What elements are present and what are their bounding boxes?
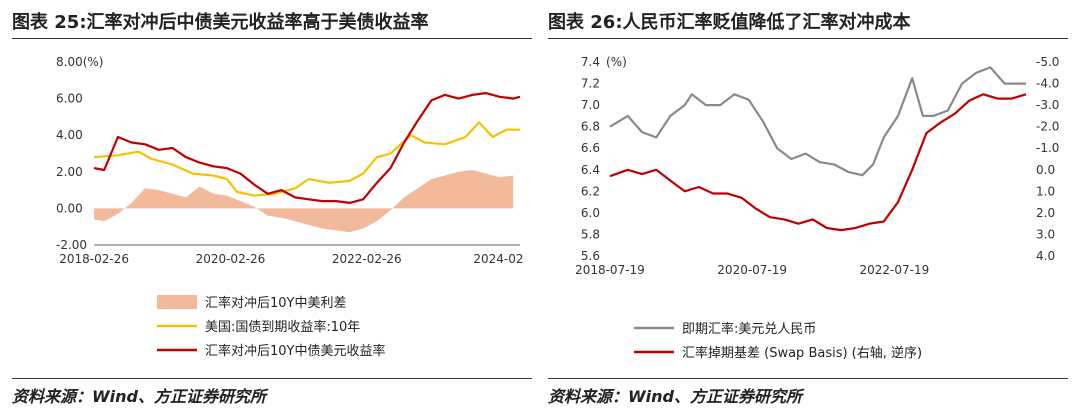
x-tick-label-1: 2020-02-26 — [196, 252, 266, 266]
y-tick-label-3: 4.00 — [56, 128, 83, 142]
x-tick-label-0: 2018-07-19 — [575, 263, 645, 277]
y2-tick-label-0: 4.0 — [1036, 249, 1055, 263]
x-tick-label-0: 2018-02-26 — [59, 252, 129, 266]
y-tick-label-2: 2.00 — [56, 165, 83, 179]
y-tick-label-0: -2.00 — [56, 238, 87, 252]
x-tick-label-2: 2022-02-26 — [332, 252, 402, 266]
left-legend-label-0: 汇率对冲后10Y中美利差 — [205, 295, 346, 311]
y-tick-label-7: 7.0 — [581, 98, 600, 112]
y-tick-label-1: 0.00 — [56, 201, 83, 215]
title-rule-right — [548, 38, 1068, 39]
source-left: 资料来源：Wind、方正证券研究所 — [12, 387, 266, 406]
x-tick-label-3: 2024-02 — [473, 252, 523, 266]
title-rule-left — [12, 38, 532, 39]
left-legend-swatch-0 — [157, 295, 197, 309]
y-tick-label-8: 7.2 — [581, 77, 600, 91]
y2-tick-label-7: -3.0 — [1036, 98, 1059, 112]
x-tick-label-2: 2022-07-19 — [860, 263, 930, 277]
y2-tick-label-1: 3.0 — [1036, 227, 1055, 241]
series-line-spot-fx — [609, 66, 1026, 177]
y-tick-label-3: 6.2 — [581, 184, 600, 198]
y2-tick-label-6: -2.0 — [1036, 120, 1059, 134]
chart-panel-right: 图表 26:人民币汇率贬值降低了汇率对冲成本 5.6 5.8 6.0 6.2 6.4 6.… — [548, 0, 1073, 410]
right-legend-label-1: 汇率掉期基差 (Swap Basis) (右轴, 逆序) — [682, 345, 922, 361]
figure-title-right: 图表 26:人民币汇率贬值降低了汇率对冲成本 — [548, 12, 911, 33]
y2-tick-label-4: 0.0 — [1036, 163, 1055, 177]
y-tick-label-4: 6.4 — [581, 163, 600, 177]
y2-tick-label-3: 1.0 — [1036, 184, 1055, 198]
y2-tick-label-5: -1.0 — [1036, 141, 1059, 155]
y-unit-label: (%) — [606, 55, 627, 69]
series-line-hedged-yield — [93, 92, 521, 204]
y-tick-label-6: 6.8 — [581, 120, 600, 134]
chart-left-svg: -2.00 0.00 2.00 4.00 6.00 8.00(%) 2018-02-26 20… — [56, 55, 523, 359]
source-rule-right — [548, 378, 1068, 379]
series-line-us10y — [93, 121, 520, 197]
source-right: 资料来源：Wind、方正证券研究所 — [548, 387, 802, 406]
y-tick-label-9: 7.4 — [581, 55, 600, 69]
right-legend-label-0: 即期汇率:美元兑人民币 — [682, 321, 816, 337]
figure-title-left: 图表 25:汇率对冲后中债美元收益率高于美债收益率 — [12, 12, 429, 33]
y-tick-label-0: 5.6 — [581, 249, 600, 263]
y-tick-label-4: 6.00 — [56, 92, 83, 106]
x-tick-label-1: 2020-07-19 — [717, 263, 787, 277]
left-legend-label-1: 美国:国债到期收益率:10年 — [205, 319, 360, 335]
left-legend-label-2: 汇率对冲后10Y中债美元收益率 — [205, 343, 385, 359]
source-rule-left — [12, 378, 532, 379]
series-area-spread — [94, 170, 514, 233]
chart-panel-left: 图表 25:汇率对冲后中债美元收益率高于美债收益率 -2.00 0.00 2.00 4… — [12, 0, 537, 410]
series-line-swap-basis — [609, 93, 1027, 232]
y2-tick-label-8: -4.0 — [1036, 77, 1059, 91]
y-tick-label-5: 6.6 — [581, 141, 600, 155]
y-tick-label-2: 6.0 — [581, 206, 600, 220]
y2-tick-label-9: -5.0 — [1036, 55, 1059, 69]
y-tick-label-5: 8.00(%) — [56, 55, 103, 69]
y-tick-label-1: 5.8 — [581, 227, 600, 241]
y2-tick-label-2: 2.0 — [1036, 206, 1055, 220]
chart-right-svg: 5.6 5.8 6.0 6.2 6.4 6.6 6.8 7.0 7.2 7.4 (%) 4.0 3.0 2… — [575, 55, 1059, 361]
